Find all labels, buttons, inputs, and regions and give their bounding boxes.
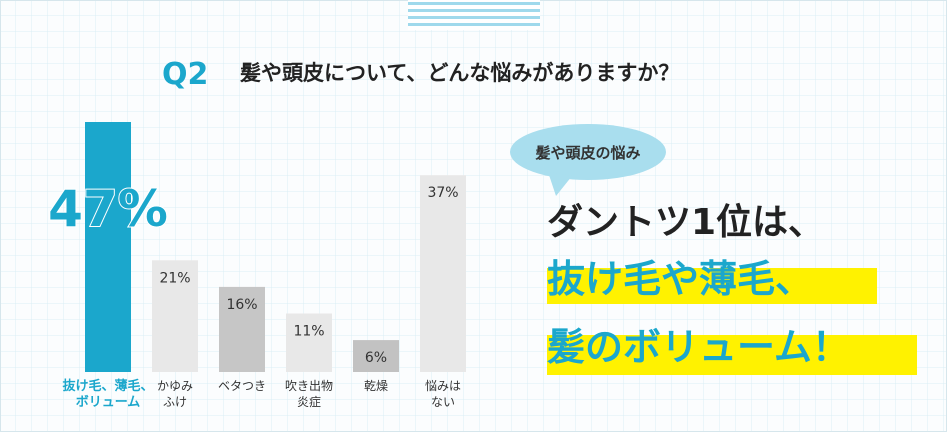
- bubble-shape: [510, 124, 666, 196]
- category-label: ふけ: [163, 395, 187, 409]
- headline: 抜け毛や薄毛、: [547, 257, 813, 301]
- category-label: ない: [431, 395, 455, 409]
- category-label: ベタつき: [218, 379, 266, 393]
- headline: 髪のボリューム！: [547, 325, 850, 369]
- category-label: 悩みは: [425, 379, 461, 393]
- headline: ダントツ1位は、: [547, 202, 824, 243]
- value-label: 37%: [427, 185, 458, 201]
- question-number: Q2: [162, 57, 208, 92]
- bar: [85, 122, 131, 372]
- bar: [353, 340, 399, 372]
- category-label: 抜け毛、薄毛、: [62, 378, 153, 394]
- bar: [152, 260, 198, 372]
- bar: [219, 286, 265, 372]
- bar: [286, 313, 332, 372]
- bar: [420, 175, 466, 372]
- category-label: かゆみ: [157, 379, 193, 393]
- category-label: 吹き出物: [285, 379, 333, 393]
- question: 髪や頭皮について、どんな悩みがありますか？: [239, 61, 679, 85]
- value-label: 6%: [365, 350, 387, 366]
- tape: [408, 0, 540, 30]
- value-label: 11%: [293, 323, 324, 339]
- value-label: 47%: [48, 180, 168, 238]
- highlight: [547, 335, 917, 375]
- category-label: ボリューム: [76, 394, 141, 410]
- value-label: 16%: [226, 297, 257, 313]
- category-label: 炎症: [297, 394, 321, 409]
- bubble-text: 髪や頭皮の悩み: [534, 144, 640, 162]
- category-label: 乾燥: [364, 379, 388, 393]
- value-label: 21%: [159, 270, 190, 286]
- highlight: [547, 268, 877, 304]
